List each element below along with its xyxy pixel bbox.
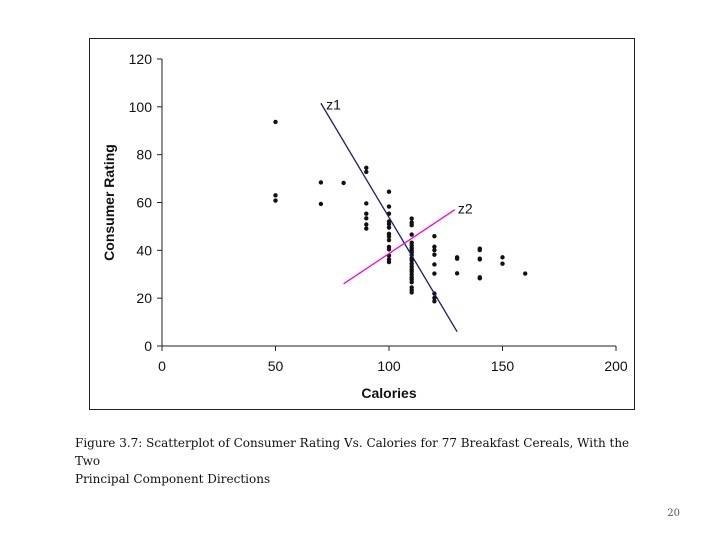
data-point	[477, 247, 482, 253]
x-axis-title: Calories	[361, 385, 416, 401]
data-point	[364, 222, 369, 227]
data-point	[341, 180, 346, 186]
data-point	[386, 234, 392, 239]
data-point	[523, 271, 528, 276]
data-point	[318, 180, 324, 185]
pc-line-label-z2: z2	[458, 201, 473, 217]
data-point	[500, 255, 505, 260]
x-tick-label: 0	[158, 358, 166, 374]
data-point	[386, 237, 392, 243]
x-tick-label: 200	[604, 358, 628, 374]
data-point	[364, 211, 369, 216]
data-point	[454, 271, 460, 276]
data-point	[364, 165, 369, 171]
data-point	[432, 247, 437, 253]
data-point	[432, 295, 437, 301]
page-number: 20	[667, 508, 680, 519]
data-point	[409, 258, 414, 263]
data-point	[477, 257, 482, 262]
scatter-chart: 0 50 100 150 200 0 20 40 60 80 100 120 z1 z2 Calorie…	[101, 51, 628, 401]
data-point	[432, 252, 437, 257]
data-point	[409, 216, 414, 221]
data-point	[364, 216, 369, 221]
data-point	[273, 193, 278, 198]
data-point	[432, 244, 437, 249]
data-point	[432, 299, 437, 304]
data-point	[386, 225, 392, 230]
chart-ticks: 0 50 100 150 200 0 20 40 60 80 100 120	[129, 51, 628, 374]
data-point	[409, 279, 414, 285]
y-tick-label: 120	[129, 51, 153, 67]
data-point	[454, 256, 460, 261]
data-point	[432, 271, 437, 276]
principal-component-lines: z1 z2	[320, 97, 473, 332]
pc-line-z2	[343, 209, 456, 285]
x-tick-label: 50	[268, 358, 284, 374]
caption-line-1: Figure 3.7: Scatterplot of Consumer Rati…	[75, 436, 630, 468]
pc-line-z1	[320, 102, 458, 332]
data-point	[364, 226, 369, 231]
caption-line-2: Principal Component Directions	[75, 472, 271, 486]
pc-line-label-z1: z1	[326, 97, 341, 113]
x-tick-label: 150	[491, 358, 515, 374]
x-tick-label: 100	[377, 358, 401, 374]
y-tick-label: 100	[129, 99, 153, 115]
data-point	[386, 189, 392, 194]
data-point	[477, 276, 482, 281]
data-point	[409, 290, 414, 295]
y-tick-label: 0	[144, 338, 152, 354]
data-point	[273, 198, 278, 203]
data-point	[386, 259, 392, 265]
data-point	[500, 261, 505, 266]
data-point	[409, 232, 414, 237]
data-point	[318, 201, 324, 207]
data-point	[432, 234, 437, 239]
data-point	[386, 247, 392, 252]
y-tick-label: 80	[136, 147, 152, 163]
data-point	[386, 204, 392, 209]
figure-caption: Figure 3.7: Scatterplot of Consumer Rati…	[75, 434, 655, 488]
data-point	[432, 262, 437, 267]
y-axis-title: Consumer Rating	[101, 144, 117, 261]
y-tick-label: 40	[136, 242, 152, 258]
data-point	[273, 119, 278, 125]
y-tick-label: 60	[136, 195, 152, 211]
chart-frame: 0 50 100 150 200 0 20 40 60 80 100 120 z1 z2 Calorie…	[89, 38, 635, 410]
data-point	[409, 223, 414, 228]
data-point	[364, 169, 369, 175]
chart-points	[273, 119, 528, 304]
chart-axes	[161, 59, 616, 347]
data-point	[386, 221, 392, 227]
data-point	[364, 201, 369, 206]
y-tick-label: 20	[136, 290, 152, 306]
